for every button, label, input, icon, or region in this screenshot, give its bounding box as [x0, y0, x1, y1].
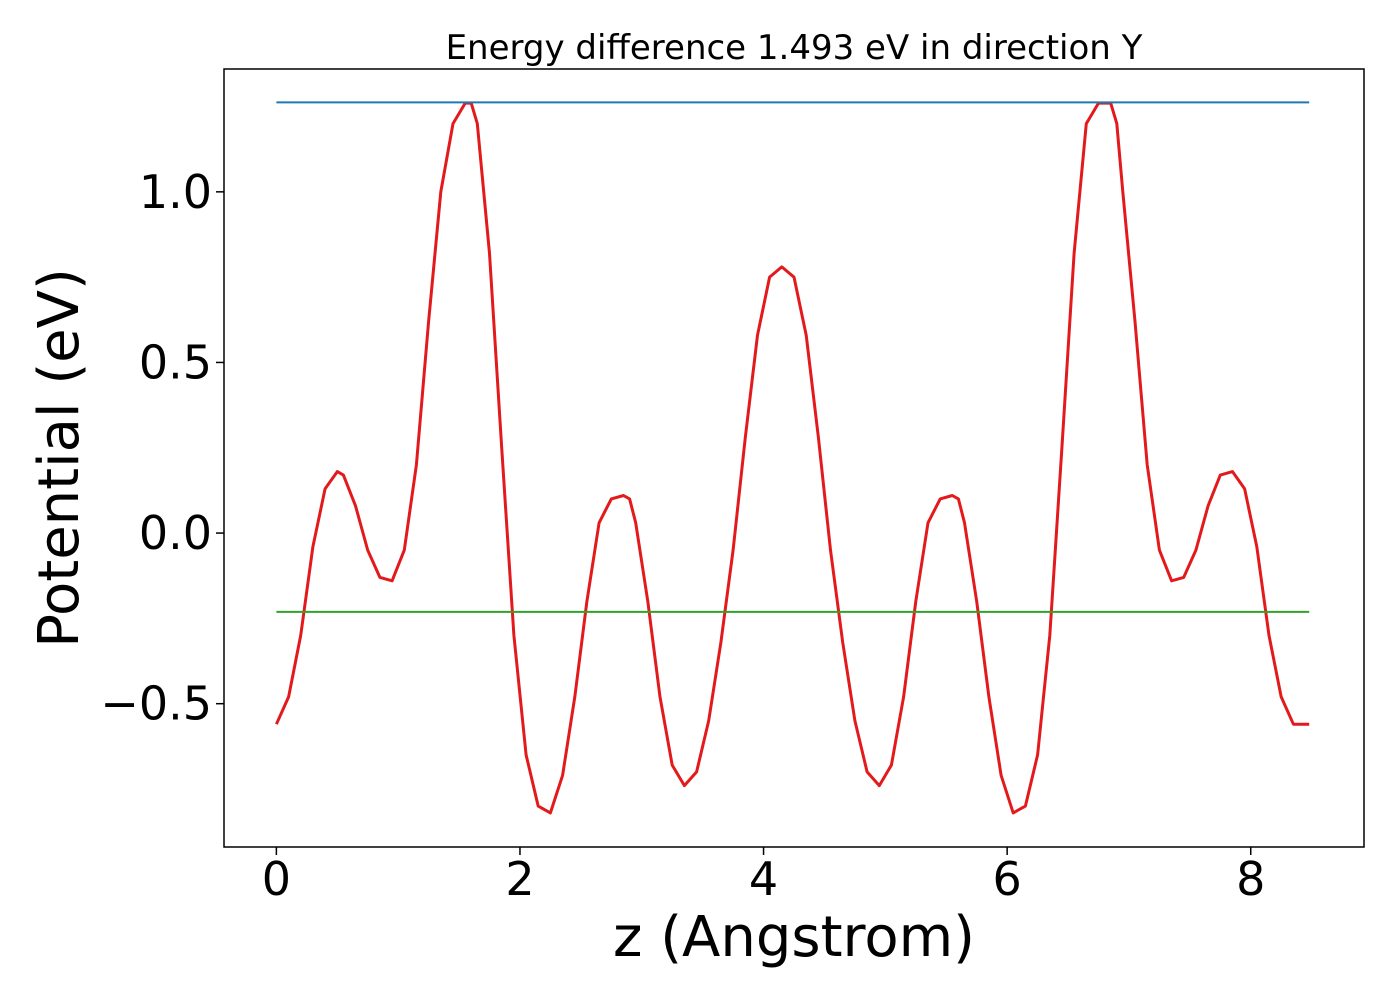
x-tick-label: 4	[749, 852, 778, 906]
y-tick-label: 0.5	[139, 335, 212, 389]
x-tick-label: 0	[262, 852, 291, 906]
x-axis-ticks: 0 2 4 6 8	[262, 847, 1265, 906]
y-tick-label: 0.0	[139, 506, 212, 560]
series-layer	[275, 101, 1310, 815]
plot-frame	[223, 68, 1365, 848]
x-axis-label: z (Angstrom)	[613, 905, 975, 970]
y-axis-label: Potential (eV)	[27, 268, 92, 648]
y-axis-ticks: −0.5 0.0 0.5 1.0	[100, 165, 224, 731]
chart-title: Energy difference 1.493 eV in direction …	[446, 28, 1143, 68]
x-tick-label: 8	[1236, 852, 1265, 906]
series-line-0	[275, 101, 1310, 815]
x-tick-label: 2	[505, 852, 534, 906]
y-tick-label: −0.5	[100, 677, 212, 731]
y-tick-label: 1.0	[139, 165, 212, 219]
x-tick-label: 6	[993, 852, 1022, 906]
plot-area	[223, 68, 1365, 848]
